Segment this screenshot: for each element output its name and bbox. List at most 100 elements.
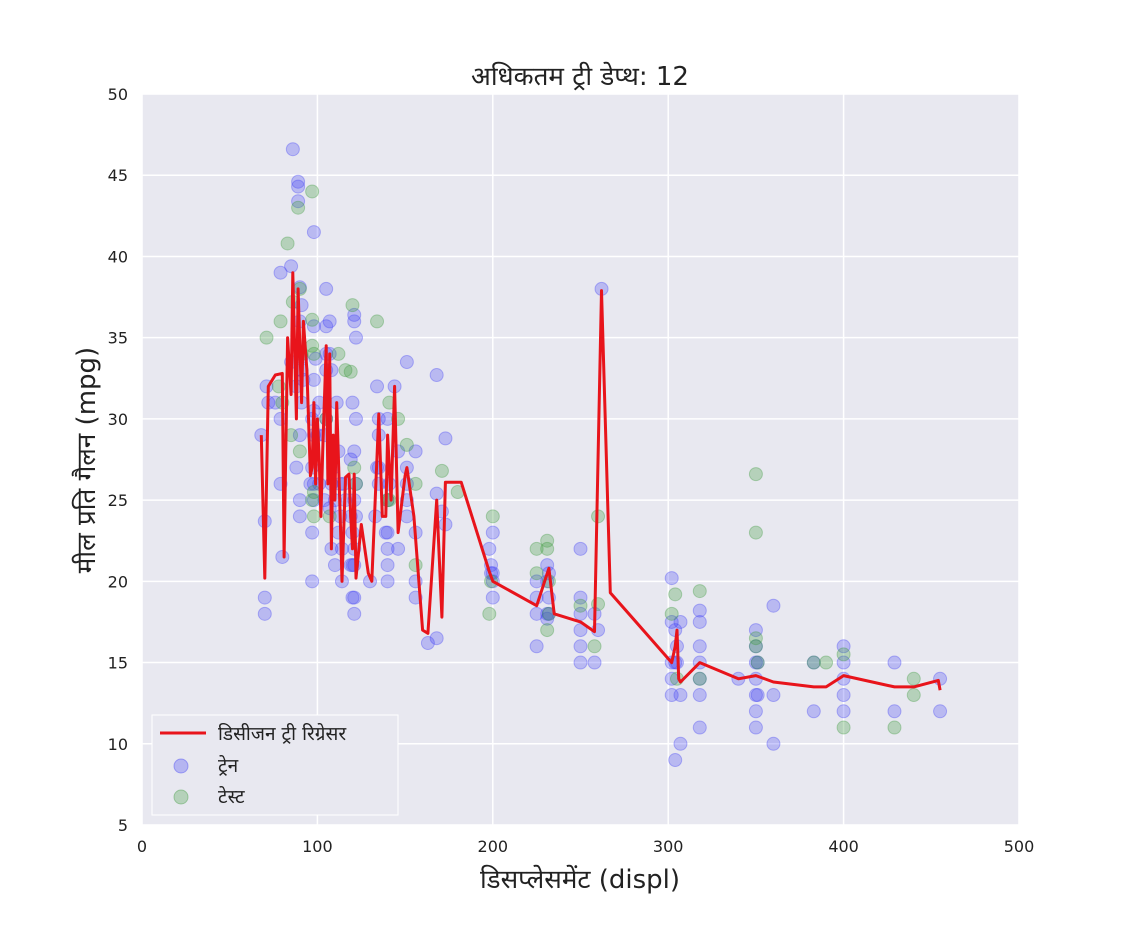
train-point <box>692 671 707 686</box>
test-point <box>347 460 362 475</box>
x-tick-label: 400 <box>828 837 859 856</box>
train-point <box>529 639 544 654</box>
train-point <box>748 623 763 638</box>
train-point <box>887 704 902 719</box>
train-point <box>806 704 821 719</box>
legend-label-test: टेस्ट <box>218 785 245 808</box>
x-tick-label: 100 <box>302 837 333 856</box>
train-point <box>305 574 320 589</box>
train-point <box>370 379 385 394</box>
train-point <box>347 590 362 605</box>
test-point <box>529 566 544 581</box>
train-point <box>540 611 555 626</box>
y-tick-label: 45 <box>108 166 128 185</box>
chart-title: अधिकतम ट्री डेप्थ: 12 <box>471 61 689 92</box>
train-point <box>327 558 342 573</box>
test-point <box>399 437 414 452</box>
train-point <box>429 631 444 646</box>
test-point <box>345 298 360 313</box>
test-point <box>836 720 851 735</box>
test-point <box>306 509 321 524</box>
x-tick-label: 300 <box>653 837 684 856</box>
train-point <box>399 509 414 524</box>
train-point <box>378 525 393 540</box>
test-point <box>906 671 921 686</box>
test-point <box>664 606 679 621</box>
test-point <box>292 281 307 296</box>
train-point <box>573 590 588 605</box>
test-point <box>573 598 588 613</box>
train-point <box>750 655 765 670</box>
train-point <box>766 598 781 613</box>
train-point <box>343 452 358 467</box>
train-point <box>347 444 362 459</box>
train-point <box>292 428 307 443</box>
train-point <box>275 549 290 564</box>
train-point <box>692 603 707 618</box>
train-point <box>305 525 320 540</box>
train-point <box>420 636 435 651</box>
test-point <box>692 671 707 686</box>
test-point <box>305 184 320 199</box>
test-point <box>540 533 555 548</box>
train-point <box>408 444 423 459</box>
x-tick-label: 500 <box>1004 837 1035 856</box>
train-point <box>748 704 763 719</box>
y-tick-label: 10 <box>108 735 128 754</box>
train-point <box>748 688 763 703</box>
test-point <box>806 655 821 670</box>
train-point <box>380 558 395 573</box>
train-point <box>673 688 688 703</box>
train-point <box>836 639 851 654</box>
train-point <box>306 225 321 240</box>
test-point <box>259 330 274 345</box>
train-point <box>766 736 781 751</box>
train-point <box>319 319 334 334</box>
test-point <box>331 346 346 361</box>
y-tick-label: 15 <box>108 654 128 673</box>
test-point <box>748 639 763 654</box>
train-point <box>836 688 851 703</box>
x-tick-label: 0 <box>137 837 147 856</box>
test-point <box>748 525 763 540</box>
test-point <box>434 463 449 478</box>
test-point <box>305 493 320 508</box>
train-point <box>289 460 304 475</box>
test-point <box>482 606 497 621</box>
train-point <box>750 688 765 703</box>
test-point <box>540 623 555 638</box>
train-point <box>664 571 679 586</box>
train-point <box>429 486 444 501</box>
train-point <box>836 655 851 670</box>
train-point <box>322 314 337 329</box>
train-point <box>573 541 588 556</box>
train-point <box>347 314 362 329</box>
train-point <box>587 655 602 670</box>
train-point <box>391 541 406 556</box>
y-axis-label: मील प्रति गैलन (mpg) <box>71 347 102 573</box>
train-point <box>573 655 588 670</box>
train-point <box>319 281 334 296</box>
x-axis-label: डिसप्लेसमेंट (displ) <box>480 864 680 895</box>
test-point <box>338 363 353 378</box>
train-point <box>529 606 544 621</box>
train-point <box>292 509 307 524</box>
y-tick-label: 30 <box>108 410 128 429</box>
test-point <box>305 312 320 327</box>
train-point <box>380 574 395 589</box>
y-tick-label: 50 <box>108 85 128 104</box>
train-point <box>673 736 688 751</box>
train-point <box>692 720 707 735</box>
test-point <box>348 476 363 491</box>
legend-label-regressor: डिसीजन ट्री रिग्रेसर <box>218 722 347 745</box>
test-point <box>668 587 683 602</box>
train-point <box>291 174 306 189</box>
train-point <box>664 688 679 703</box>
test-point <box>748 467 763 482</box>
train-point <box>748 655 763 670</box>
regressor-line-layer <box>259 271 942 691</box>
test-point <box>748 631 763 646</box>
train-point <box>284 259 299 274</box>
